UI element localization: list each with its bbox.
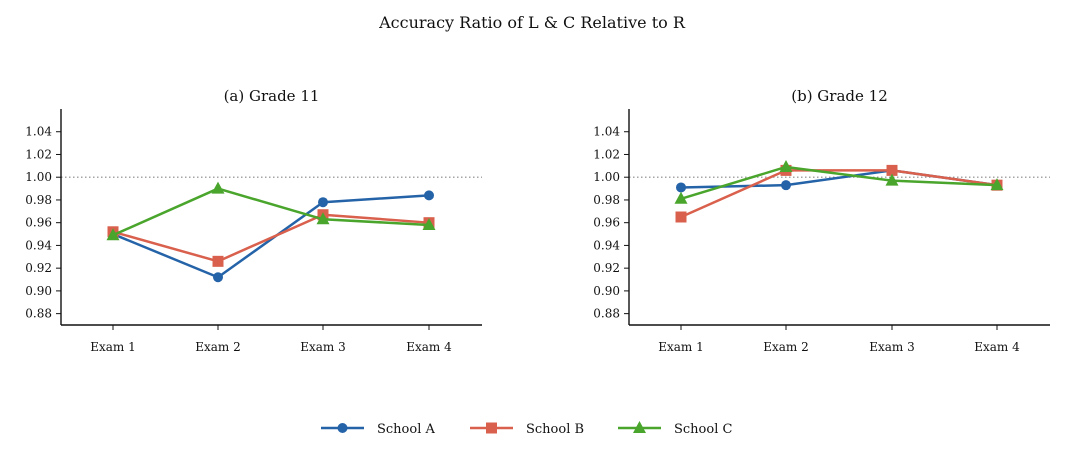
legend-label: School A <box>377 422 436 437</box>
data-point-school-b <box>886 164 898 176</box>
x-tick-label: Exam 2 <box>195 340 241 354</box>
panel-title: (a) Grade 11 <box>224 87 320 105</box>
panel-1: (a) Grade 11 0.88 0.90 0.92 0.94 0.96 0.98 1.00… <box>25 87 482 354</box>
series-line-school-c <box>112 187 430 237</box>
series-line-school-a <box>112 194 430 279</box>
figure-title: Accuracy Ratio of L & C Relative to R <box>378 13 686 32</box>
data-point-school-c <box>885 173 899 186</box>
data-point-school-a <box>213 272 223 283</box>
x-tick-label: Exam 4 <box>974 340 1020 354</box>
series-line-school-b <box>112 213 430 263</box>
legend-marker <box>486 422 497 434</box>
legend-item-school-c: School C <box>618 421 733 437</box>
y-tick-label: 0.90 <box>593 284 620 298</box>
legend-label: School C <box>674 422 733 437</box>
legend-item-school-a: School A <box>321 422 436 437</box>
y-tick-label: 0.96 <box>25 216 52 230</box>
data-point-school-c <box>422 217 436 230</box>
y-tick-label: 1.04 <box>593 125 620 139</box>
y-tick-label: 0.94 <box>25 238 52 252</box>
series-line-school-b <box>680 169 998 219</box>
legend-label: School B <box>526 422 584 437</box>
series-line-school-c <box>680 165 998 201</box>
chart-panels: (a) Grade 11 0.88 0.90 0.92 0.94 0.96 0.98 1.00… <box>25 87 1050 354</box>
data-point-school-a <box>424 190 434 201</box>
y-tick-label: 0.88 <box>25 307 52 321</box>
x-tick-label: Exam 3 <box>869 340 915 354</box>
data-point-school-c <box>779 159 793 172</box>
data-point-school-c <box>106 228 120 241</box>
data-point-school-a <box>781 180 791 191</box>
panel-title: (b) Grade 12 <box>791 87 888 105</box>
y-tick-label: 0.92 <box>593 261 620 275</box>
x-tick-label: Exam 3 <box>300 340 346 354</box>
data-point-school-c <box>316 212 330 225</box>
data-point-school-c <box>990 178 1004 191</box>
x-tick-label: Exam 4 <box>406 340 452 354</box>
legend-item-school-b: School B <box>470 422 584 437</box>
y-tick-label: 0.96 <box>593 216 620 230</box>
data-point-school-c <box>674 191 688 204</box>
legend-marker <box>337 423 348 433</box>
y-tick-label: 0.98 <box>593 193 620 207</box>
legend-marker <box>633 421 646 433</box>
y-tick-label: 1.02 <box>593 147 620 161</box>
x-tick-label: Exam 2 <box>763 340 809 354</box>
legend: School A School B School C <box>321 421 733 437</box>
x-tick-label: Exam 1 <box>658 340 704 354</box>
data-point-school-a <box>676 182 686 193</box>
y-tick-label: 1.04 <box>25 125 52 139</box>
y-tick-label: 0.90 <box>25 284 52 298</box>
data-point-school-b <box>675 211 687 223</box>
y-tick-label: 0.98 <box>25 193 52 207</box>
y-tick-label: 1.02 <box>25 147 52 161</box>
y-tick-label: 0.94 <box>593 238 620 252</box>
y-tick-label: 1.00 <box>25 170 52 184</box>
panel-2: (b) Grade 12 0.88 0.90 0.92 0.94 0.96 0.98 1.00… <box>593 87 1050 354</box>
y-tick-label: 1.00 <box>593 170 620 184</box>
y-tick-label: 0.92 <box>25 261 52 275</box>
data-point-school-c <box>211 181 225 194</box>
y-tick-label: 0.88 <box>593 307 620 321</box>
data-point-school-a <box>318 197 328 208</box>
x-tick-label: Exam 1 <box>90 340 136 354</box>
data-point-school-b <box>212 255 224 267</box>
